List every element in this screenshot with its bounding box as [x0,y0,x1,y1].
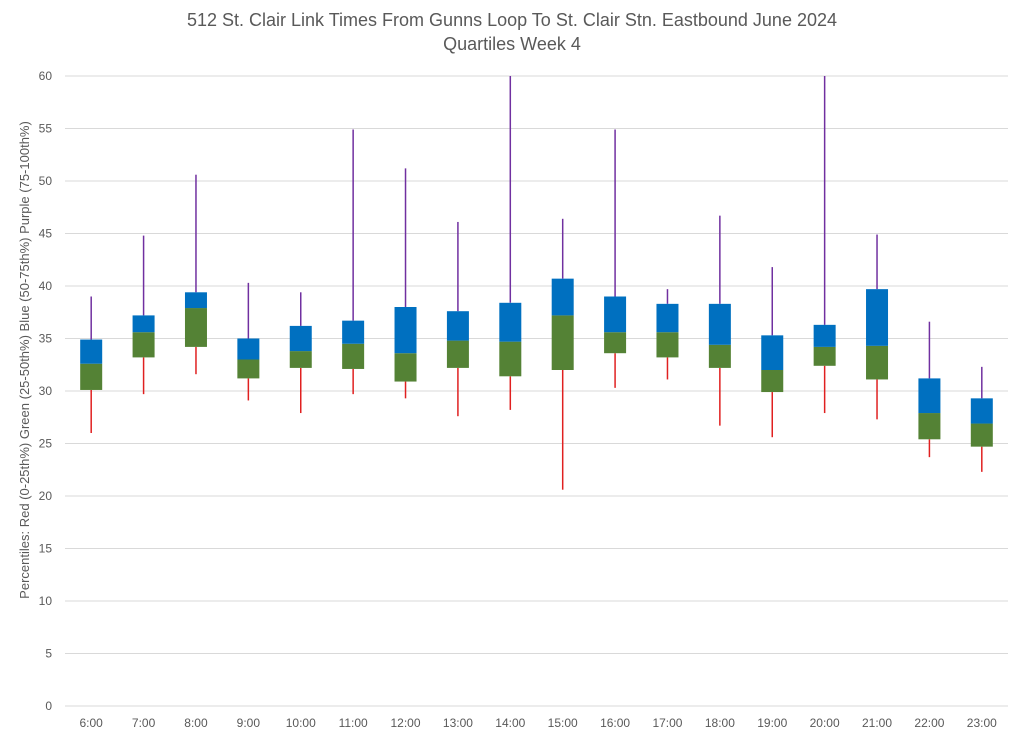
box-group [342,129,365,395]
box-upper [237,338,260,360]
y-axis-ticks: 0 5 10 15 20 25 30 35 40 45 50 55 60 [39,69,53,713]
box-lower [761,370,784,393]
box-group [813,76,836,414]
box-lower [708,344,731,368]
box-lower [237,359,260,379]
y-tick-label: 60 [39,69,53,83]
gridlines [65,75,1008,707]
y-tick-label: 30 [39,384,53,398]
x-tick-label: 19:00 [757,716,787,730]
x-tick-label: 14:00 [495,716,525,730]
box-group [499,76,522,410]
y-axis-title: Percentiles: Red (0-25th%) Green (25-50t… [17,121,32,599]
box-lower [813,346,836,366]
y-tick-label: 45 [39,227,53,241]
x-tick-label: 7:00 [132,716,156,730]
x-tick-label: 9:00 [237,716,261,730]
x-tick-label: 13:00 [443,716,473,730]
box-group [761,267,784,438]
box-group [708,215,731,426]
box-upper [866,289,889,346]
x-tick-label: 10:00 [286,716,316,730]
box-upper [184,292,207,309]
box-upper [499,302,522,342]
box-group [184,174,207,375]
box-upper [289,325,312,352]
y-tick-label: 15 [39,542,53,556]
y-tick-label: 55 [39,122,53,136]
box-lower [289,351,312,368]
box-upper [446,311,469,341]
y-tick-label: 0 [45,699,52,713]
box-lower [132,332,155,358]
y-tick-label: 20 [39,489,53,503]
boxes [80,76,993,490]
x-axis-ticks: 6:00 7:00 8:00 9:00 10:00 11:00 12:00 13:00 14:0… [80,716,998,730]
box-group [394,168,417,399]
x-tick-label: 8:00 [184,716,208,730]
x-tick-label: 18:00 [705,716,735,730]
x-tick-label: 22:00 [914,716,944,730]
box-upper [80,339,103,364]
box-upper [132,315,155,333]
x-tick-label: 16:00 [600,716,630,730]
box-upper [551,278,574,316]
box-lower [918,413,941,440]
box-lower [656,332,679,358]
box-group [80,296,103,433]
y-tick-label: 5 [45,647,52,661]
box-lower [342,343,365,369]
box-lower [866,345,889,380]
box-group [289,292,312,414]
box-group [604,129,627,388]
box-group [866,234,889,420]
x-tick-label: 15:00 [548,716,578,730]
box-lower [446,340,469,368]
box-lower [970,423,993,447]
box-upper [761,335,784,370]
box-group [551,218,574,490]
y-tick-label: 35 [39,332,53,346]
chart-title: 512 St. Clair Link Times From Gunns Loop… [0,8,1024,56]
box-group [132,235,155,395]
y-tick-label: 10 [39,594,53,608]
box-group [446,221,469,417]
box-group [237,282,260,401]
x-tick-label: 6:00 [80,716,104,730]
box-upper [813,324,836,347]
x-tick-label: 20:00 [810,716,840,730]
x-tick-label: 23:00 [967,716,997,730]
box-upper [604,296,627,333]
box-upper [394,307,417,354]
box-upper [656,303,679,333]
box-lower [184,308,207,347]
box-lower [394,353,417,382]
x-tick-label: 17:00 [652,716,682,730]
box-upper [970,398,993,424]
box-lower [551,315,574,370]
y-tick-label: 40 [39,279,53,293]
chart-subtitle: Quartiles Week 4 [443,34,581,54]
x-tick-label: 12:00 [391,716,421,730]
box-lower [604,332,627,354]
x-tick-label: 21:00 [862,716,892,730]
box-group [656,289,679,380]
box-upper [342,320,365,344]
box-group [970,366,993,472]
box-lower [80,363,103,390]
y-tick-label: 50 [39,174,53,188]
x-tick-label: 11:00 [339,716,368,730]
y-tick-label: 25 [39,437,53,451]
box-upper [708,303,731,345]
box-group [918,321,941,458]
chart-title-line: 512 St. Clair Link Times From Gunns Loop… [186,10,837,30]
box-upper [918,378,941,414]
box-lower [499,341,522,377]
